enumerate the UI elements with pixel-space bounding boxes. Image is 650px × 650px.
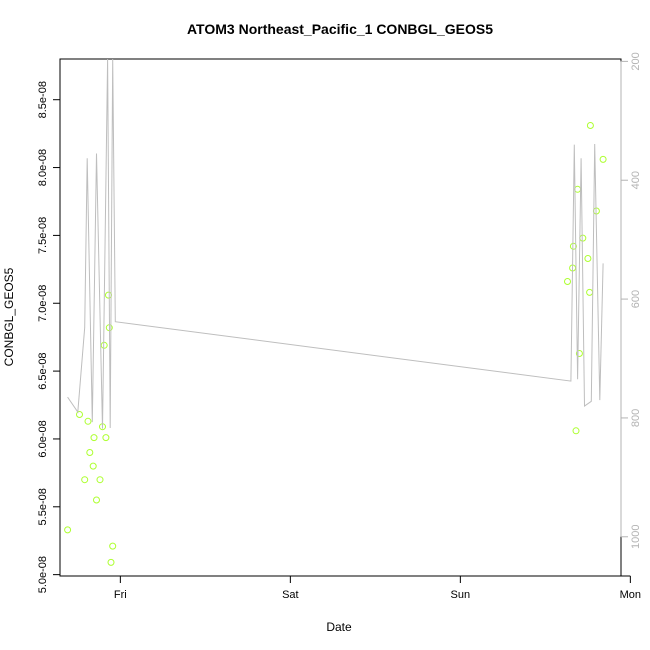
data-point — [107, 558, 115, 566]
right-tick-label: 400 — [630, 171, 642, 189]
right-tick-label: 200 — [630, 52, 642, 70]
y-axis-label: CONBGL_GEOS5 — [2, 267, 16, 366]
y-tick-label: 8.5e-08 — [37, 81, 49, 118]
x-axis-label: Date — [326, 620, 352, 634]
y-tick-label: 7.5e-08 — [37, 217, 49, 254]
right-tick-label: 1000 — [630, 525, 642, 549]
data-point — [572, 427, 580, 435]
data-point — [100, 341, 108, 349]
plot-area — [59, 58, 622, 577]
right-tick-label: 800 — [630, 409, 642, 427]
series-layer — [64, 59, 607, 566]
y-axis: 5.0e-08 5.5e-08 6.0e-08 6.5e-08 7.0e-08 7.5e-… — [37, 81, 61, 593]
data-point — [109, 542, 117, 550]
data-point — [102, 434, 110, 442]
data-point — [586, 122, 594, 129]
data-point — [569, 242, 577, 250]
data-point — [76, 411, 83, 418]
y-tick-label: 5.0e-08 — [37, 556, 49, 593]
data-point — [575, 350, 583, 357]
y-tick-label: 7.0e-08 — [37, 285, 49, 322]
data-point — [90, 434, 98, 442]
right-tick-label: 600 — [630, 290, 642, 308]
data-point — [89, 462, 97, 470]
chart-title: ATOM3 Northeast_Pacific_1 CONBGL_GEOS5 — [187, 21, 493, 37]
x-axis: Fri Sat Sun Mon — [114, 575, 641, 601]
y-tick-label: 6.0e-08 — [37, 420, 49, 457]
data-point — [84, 417, 92, 425]
data-point — [86, 449, 94, 456]
data-point — [599, 155, 607, 163]
data-point — [579, 234, 587, 242]
data-point — [586, 288, 594, 296]
series-line — [67, 59, 604, 429]
data-point — [564, 278, 571, 285]
y-tick-label: 5.5e-08 — [37, 488, 49, 525]
data-point — [81, 476, 89, 484]
right-axis: 200 400 600 800 1000 — [620, 52, 642, 549]
x-tick-label: Sun — [451, 589, 471, 601]
x-tick-label: Mon — [620, 589, 641, 601]
data-point — [96, 476, 104, 484]
plot-frame — [59, 58, 622, 577]
y-tick-label: 8.0e-08 — [37, 149, 49, 186]
data-point — [64, 526, 72, 534]
y-tick-label: 6.5e-08 — [37, 352, 49, 389]
x-tick-label: Sat — [282, 589, 299, 601]
data-point — [574, 185, 582, 193]
data-point — [584, 255, 592, 262]
data-point — [93, 496, 100, 504]
x-tick-label: Fri — [114, 589, 127, 601]
